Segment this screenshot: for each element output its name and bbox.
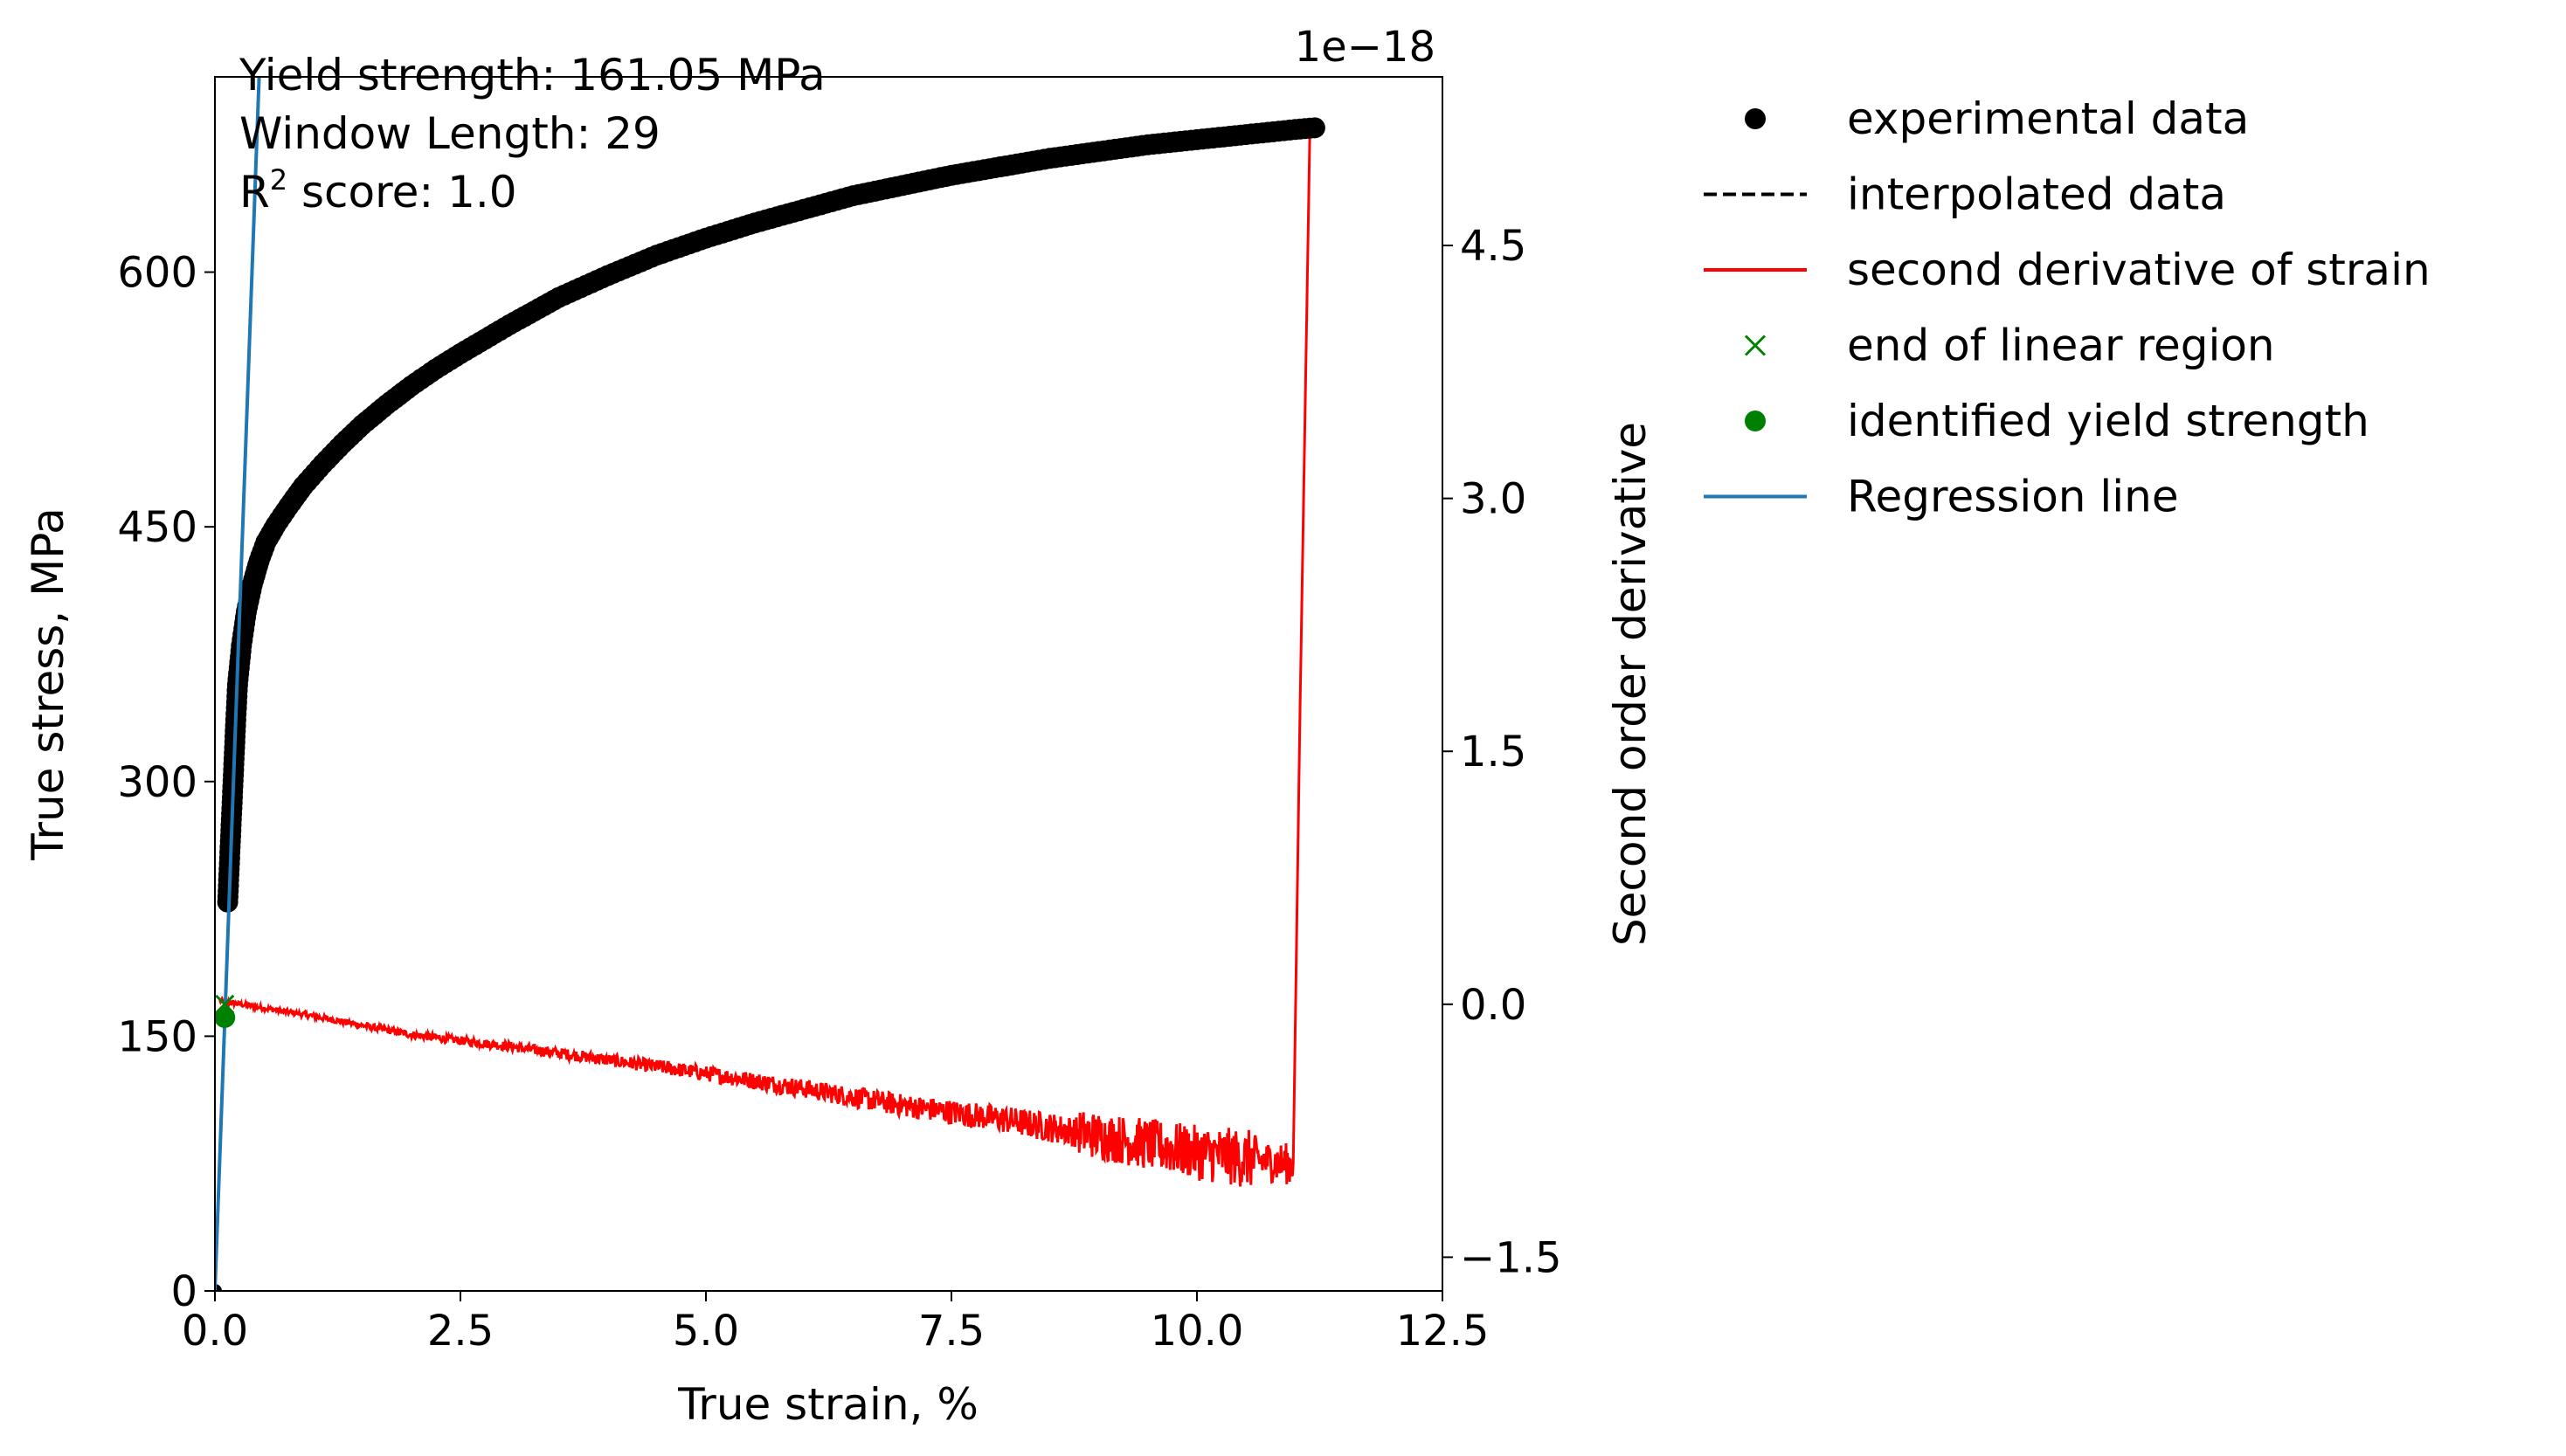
annotation-window-length: Window Length: 29 (239, 108, 661, 159)
experimental-point (1304, 117, 1325, 139)
legend-label: experimental data (1847, 93, 2249, 144)
second-derivative-series (218, 127, 1311, 1187)
legend-marker-x (1744, 335, 1767, 356)
plot-frame (214, 76, 1443, 1292)
x-axis-ticks: 0.0 2.5 5.0 7.5 10.0 12.5 (182, 1291, 1490, 1356)
y-tick-label: 150 (117, 1012, 197, 1061)
y-tick-label: 300 (117, 758, 197, 807)
y2-tick-label: −1.5 (1460, 1233, 1562, 1282)
legend-label: interpolated data (1847, 169, 2226, 220)
y-axis-ticks: 0 150 300 450 600 (117, 249, 215, 1316)
regression-line-series (215, 77, 261, 1291)
x-tick-label: 10.0 (1151, 1307, 1244, 1356)
x-tick-label: 12.5 (1396, 1307, 1490, 1356)
y-tick-label: 600 (117, 249, 197, 298)
y-tick-label: 450 (117, 503, 197, 552)
y2-axis-title: Second order derivative (1605, 422, 1656, 946)
y-tick-label: 0 (170, 1267, 197, 1316)
x-axis-title: True strain, % (677, 1379, 979, 1430)
y-axis-title: True stress, MPa (23, 507, 73, 861)
r2-prefix: R (239, 167, 270, 217)
y2-axis-ticks: −1.5 0.0 1.5 3.0 4.5 (1442, 222, 1562, 1282)
green-markers (215, 994, 236, 1028)
legend-label: end of linear region (1847, 321, 2275, 371)
legend-label: identified yield strength (1847, 396, 2369, 446)
y2-tick-label: 3.0 (1460, 475, 1526, 524)
regression-line (215, 77, 261, 1291)
identified-yield-strength-marker (215, 1006, 236, 1028)
legend-marker-circle (1745, 108, 1766, 129)
x-tick-label: 7.5 (918, 1307, 985, 1356)
r2-superscript: 2 (270, 163, 287, 197)
second-derivative-line (218, 127, 1311, 1187)
legend-label: second derivative of strain (1847, 245, 2431, 295)
legend-marker-circle (1745, 411, 1766, 431)
y2-tick-label: 0.0 (1460, 981, 1526, 1030)
x-tick-label: 2.5 (427, 1307, 494, 1356)
x-tick-label: 0.0 (182, 1307, 248, 1356)
y2-offset-text: 1e−18 (1295, 23, 1435, 72)
x-tick-label: 5.0 (673, 1307, 739, 1356)
legend: experimental data interpolated data second… (1704, 93, 2431, 522)
y2-tick-label: 4.5 (1460, 222, 1526, 271)
annotation-yield-strength: Yield strength: 161.05 MPa (239, 50, 826, 100)
legend-label: Regression line (1847, 472, 2179, 522)
plot-area (215, 77, 1325, 1291)
y2-tick-label: 1.5 (1460, 728, 1526, 776)
annotation-r2-score: R2 score: 1.0 (239, 163, 517, 217)
r2-suffix: score: 1.0 (287, 167, 517, 217)
